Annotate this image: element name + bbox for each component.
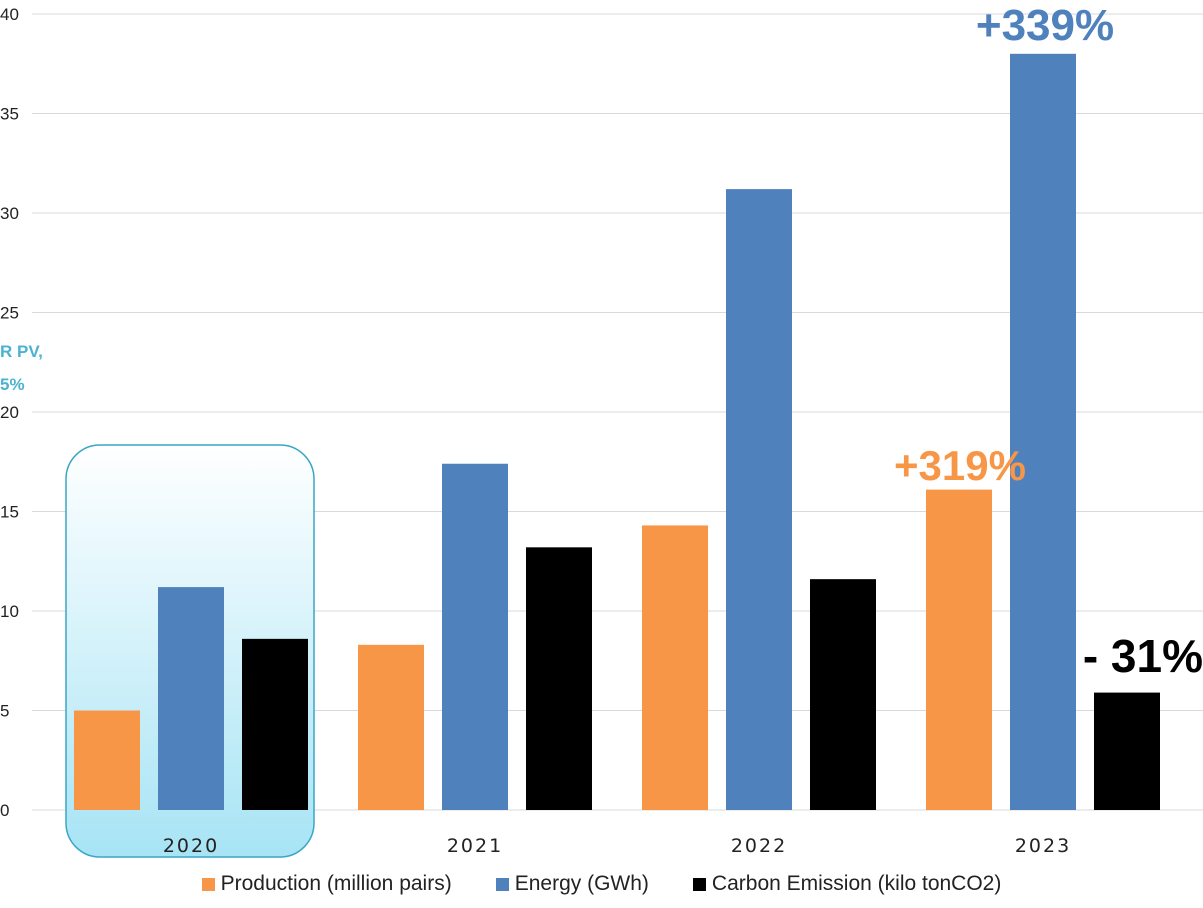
bar-production-2023 (926, 489, 992, 810)
bar-energy-2020 (158, 587, 224, 810)
bar-energy-2022 (726, 189, 792, 810)
legend-item-production: Production (million pairs) (201, 872, 452, 896)
legend-swatch-energy (495, 877, 509, 891)
x-category-label: 2020 (163, 835, 219, 857)
legend-label-energy: Energy (GWh) (514, 872, 649, 895)
legend-item-carbon: Carbon Emission (kilo tonCO2) (692, 872, 1002, 896)
annotation-production-change: +319% (894, 442, 1026, 489)
left-fragment-2: 5% (0, 375, 25, 394)
y-axis-ticks: 0 5 10 15 20 25 30 35 40 (0, 5, 19, 820)
legend-swatch-production (201, 877, 215, 891)
bar-carbon-2021 (526, 547, 592, 810)
legend-label-production: Production (million pairs) (220, 872, 452, 895)
y-tick-label: 40 (0, 5, 19, 24)
legend-item-energy: Energy (GWh) (495, 872, 649, 896)
y-tick-label: 10 (0, 602, 19, 621)
left-fragment-1: R PV, (0, 342, 43, 361)
legend-swatch-carbon (692, 877, 706, 891)
x-category-label: 2022 (731, 835, 787, 857)
x-category-label: 2023 (1015, 835, 1071, 857)
bar-carbon-2023 (1094, 692, 1160, 810)
bar-production-2020 (74, 710, 140, 810)
bar-energy-2021 (442, 463, 508, 810)
y-tick-label: 0 (0, 801, 9, 820)
y-tick-label: 25 (0, 304, 19, 323)
y-tick-label: 15 (0, 503, 19, 522)
legend: Production (million pairs) Energy (GWh) … (0, 872, 1203, 896)
y-tick-label: 5 (0, 702, 9, 721)
annotation-energy-change: +339% (976, 1, 1114, 50)
bar-production-2021 (358, 644, 424, 810)
bar-production-2022 (642, 525, 708, 810)
bar-energy-2023 (1010, 53, 1076, 811)
y-tick-label: 35 (0, 105, 19, 124)
left-edge-fragments: R PV, 5% (0, 342, 43, 394)
y-tick-label: 20 (0, 403, 19, 422)
annotation-carbon-change: - 31% (1083, 630, 1203, 682)
bars (74, 53, 1160, 811)
x-category-label: 2021 (447, 835, 503, 857)
annotations: +339% +319% - 31% (894, 1, 1203, 682)
y-tick-label: 30 (0, 204, 19, 223)
bar-carbon-2020 (242, 638, 308, 810)
x-axis-categories: 2020 2021 2022 2023 (163, 835, 1071, 857)
legend-label-carbon: Carbon Emission (kilo tonCO2) (711, 872, 1002, 895)
bar-carbon-2022 (810, 579, 876, 810)
